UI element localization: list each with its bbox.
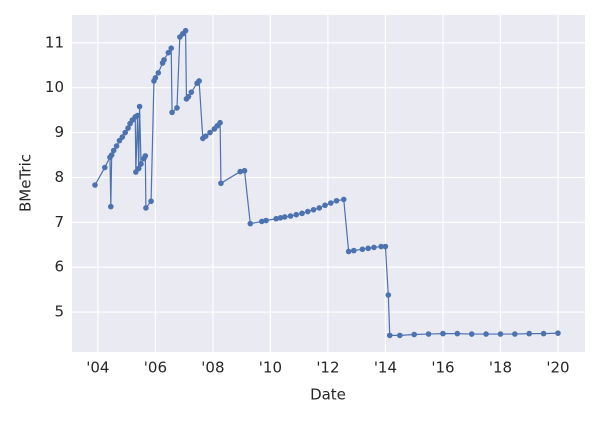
data-point (497, 331, 504, 337)
data-point (340, 196, 347, 203)
data-point (310, 206, 317, 213)
y-tick-label: 6 (54, 258, 64, 276)
data-point (135, 165, 142, 172)
data-point (316, 205, 323, 211)
data-point (378, 243, 384, 250)
data-point (136, 103, 143, 110)
data-point (411, 331, 417, 338)
data-point (359, 246, 366, 253)
data-point (322, 202, 328, 209)
data-point (304, 208, 311, 215)
y-tick-label: 10 (45, 78, 64, 96)
data-point (188, 89, 195, 95)
data-point (425, 331, 432, 337)
y-tick-label: 5 (54, 303, 64, 321)
data-point (241, 167, 248, 174)
x-tick-label: '06 (144, 359, 167, 377)
data-point (382, 243, 389, 250)
data-point (440, 330, 446, 337)
x-tick-label: '12 (316, 359, 339, 377)
data-point (328, 200, 334, 206)
data-point (125, 125, 131, 131)
data-point (152, 75, 159, 81)
data-point (555, 330, 561, 336)
data-point (281, 214, 288, 220)
data-point (168, 45, 175, 52)
data-point (143, 205, 149, 211)
data-point (526, 330, 533, 337)
data-point (182, 27, 189, 34)
data-point (371, 244, 377, 251)
data-point (263, 217, 269, 224)
data-point (142, 153, 149, 159)
x-tick-label: '18 (489, 359, 512, 377)
data-point (161, 57, 167, 63)
data-point (185, 93, 192, 100)
data-point (397, 332, 403, 339)
data-point (217, 119, 223, 126)
x-tick-label: '04 (86, 359, 109, 377)
x-axis-label: Date (310, 386, 346, 404)
data-point (540, 330, 547, 337)
data-point (122, 129, 128, 136)
data-point (218, 180, 224, 187)
data-point (174, 105, 180, 111)
data-point (468, 331, 475, 337)
data-point (202, 133, 209, 139)
y-axis-label: BMeTric (17, 154, 35, 212)
data-point (512, 331, 518, 337)
data-point (113, 143, 120, 149)
data-point (454, 330, 461, 337)
data-point (365, 245, 371, 252)
data-point (148, 198, 154, 205)
y-tick-label: 9 (54, 123, 64, 141)
data-point (101, 164, 108, 171)
data-point (345, 248, 352, 255)
data-point (483, 331, 489, 337)
data-point (385, 292, 392, 298)
data-point (169, 109, 175, 116)
data-point (386, 332, 393, 339)
data-point (299, 210, 305, 217)
data-point (108, 203, 114, 210)
data-point (155, 70, 162, 76)
data-point (333, 197, 340, 204)
data-point (351, 247, 357, 254)
x-tick-label: '14 (374, 359, 397, 377)
data-point (247, 220, 254, 227)
x-tick-label: '20 (546, 359, 569, 377)
x-tick-label: '10 (259, 359, 282, 377)
y-tick-label: 7 (54, 213, 64, 231)
data-point (134, 112, 141, 119)
x-tick-label: '16 (431, 359, 454, 377)
data-point (119, 134, 126, 140)
data-point (138, 161, 144, 167)
data-point (110, 147, 117, 154)
data-point (273, 215, 279, 222)
data-point (237, 168, 244, 175)
y-tick-label: 11 (45, 33, 64, 51)
data-point (287, 213, 294, 219)
data-point (293, 211, 300, 218)
data-point (277, 215, 284, 221)
data-point (258, 218, 265, 225)
x-tick-label: '08 (201, 359, 224, 377)
data-point (196, 78, 202, 84)
data-point (108, 152, 115, 158)
data-point (165, 49, 172, 56)
data-point (92, 182, 98, 188)
y-tick-label: 8 (54, 168, 64, 186)
data-point (207, 129, 213, 136)
